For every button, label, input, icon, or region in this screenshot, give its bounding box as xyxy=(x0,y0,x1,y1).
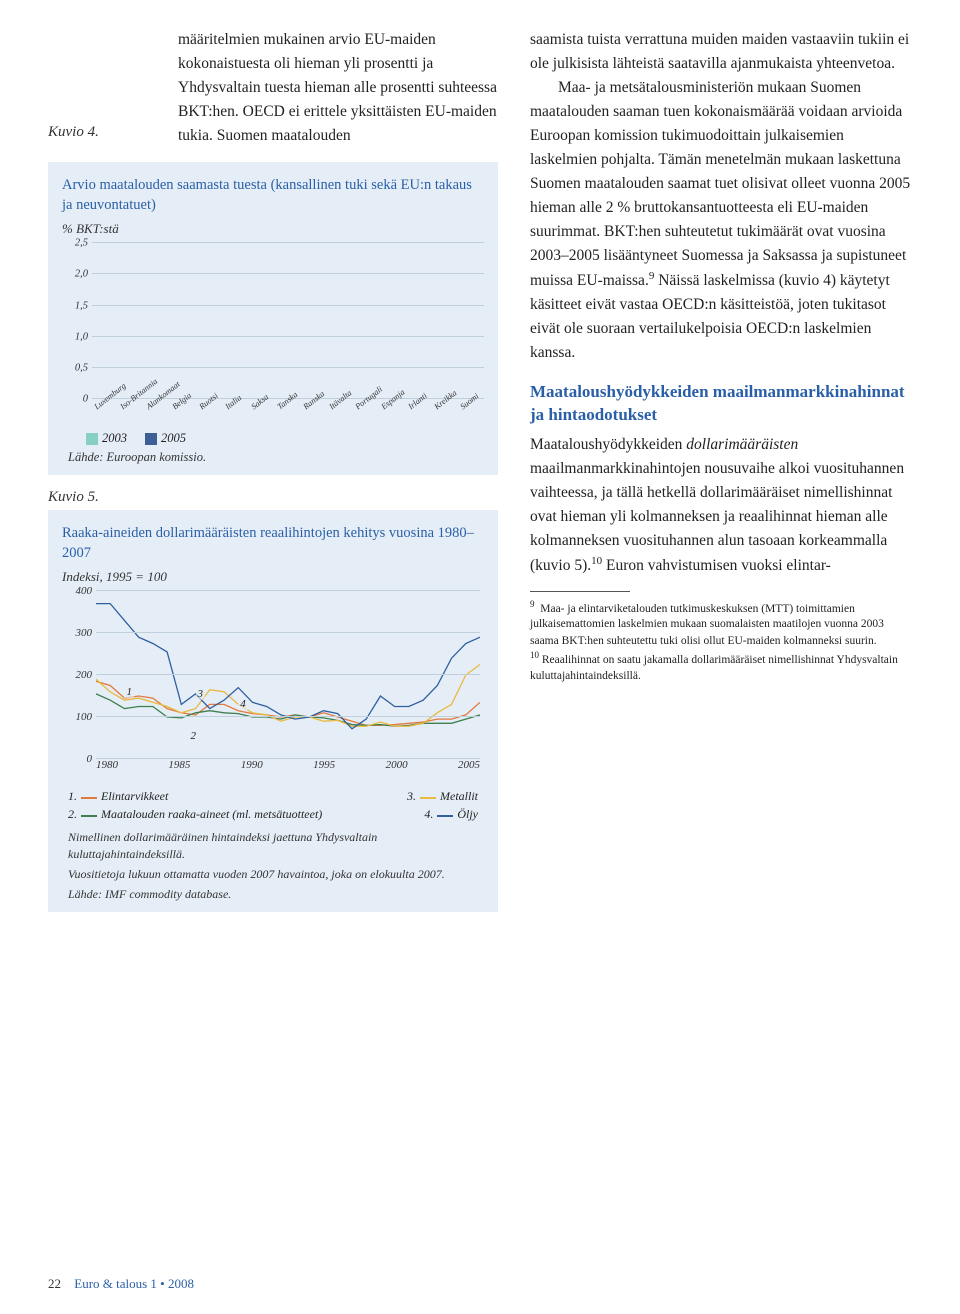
kuvio4-source: Lähde: Euroopan komissio. xyxy=(68,450,484,465)
page-footer: 22 Euro & talous 1 • 2008 xyxy=(48,1276,194,1292)
right-p2: Maa- ja metsätalousministeriön mukaan Su… xyxy=(530,76,912,365)
kuvio4-subtitle: % BKT:stä xyxy=(62,221,484,237)
right-p3: Maataloushyödykkeiden dollarimääräisten … xyxy=(530,433,912,578)
footnote-separator xyxy=(530,591,630,592)
kuvio4-label: Kuvio 4. xyxy=(48,124,99,141)
footnote-9: 9 Maa- ja elintarviketalouden tutkimuske… xyxy=(530,598,912,649)
kuvio5-subtitle: Indeksi, 1995 = 100 xyxy=(62,569,484,585)
kuvio5-note2: Vuositietoja lukuun ottamatta vuoden 200… xyxy=(68,866,478,882)
chart-kuvio5: Raaka-aineiden dollarimääräisten reaalih… xyxy=(48,510,498,912)
kuvio5-source: Lähde: IMF commodity database. xyxy=(68,886,478,902)
right-column: saamista tuista verrattuna muiden maiden… xyxy=(530,28,912,926)
kuvio5-title: Raaka-aineiden dollarimääräisten reaalih… xyxy=(62,524,484,563)
kuvio4-legend: 20032005 xyxy=(86,431,484,446)
kuvio5-note1: Nimellinen dollarimääräinen hintaindeksi… xyxy=(68,829,478,861)
section-title: Maataloushyödykkeiden maailmanmarkkinahi… xyxy=(530,381,912,427)
right-p1: saamista tuista verrattuna muiden maiden… xyxy=(530,28,912,76)
kuvio4-plot: 00,51,01,52,02,5 LuxemburgIso-BritanniaA… xyxy=(68,243,484,423)
page-number: 22 xyxy=(48,1276,61,1291)
kuvio5-label: Kuvio 5. xyxy=(48,489,498,506)
intro-paragraph: määritelmien mukainen arvio EU-maiden ko… xyxy=(48,28,498,148)
footnote-10: 10 Reaalihinnat on saatu jakamalla dolla… xyxy=(530,649,912,684)
publication-name: Euro & talous 1 • 2008 xyxy=(74,1276,194,1291)
kuvio4-title: Arvio maatalouden saamasta tuesta (kansa… xyxy=(62,176,484,215)
kuvio5-plot: 0100200300400 1234 198019851990199520002… xyxy=(68,591,484,781)
chart-kuvio4: Arvio maatalouden saamasta tuesta (kansa… xyxy=(48,162,498,475)
kuvio5-legend: 1.Elintarvikkeet3.Metallit2.Maatalouden … xyxy=(68,787,478,823)
